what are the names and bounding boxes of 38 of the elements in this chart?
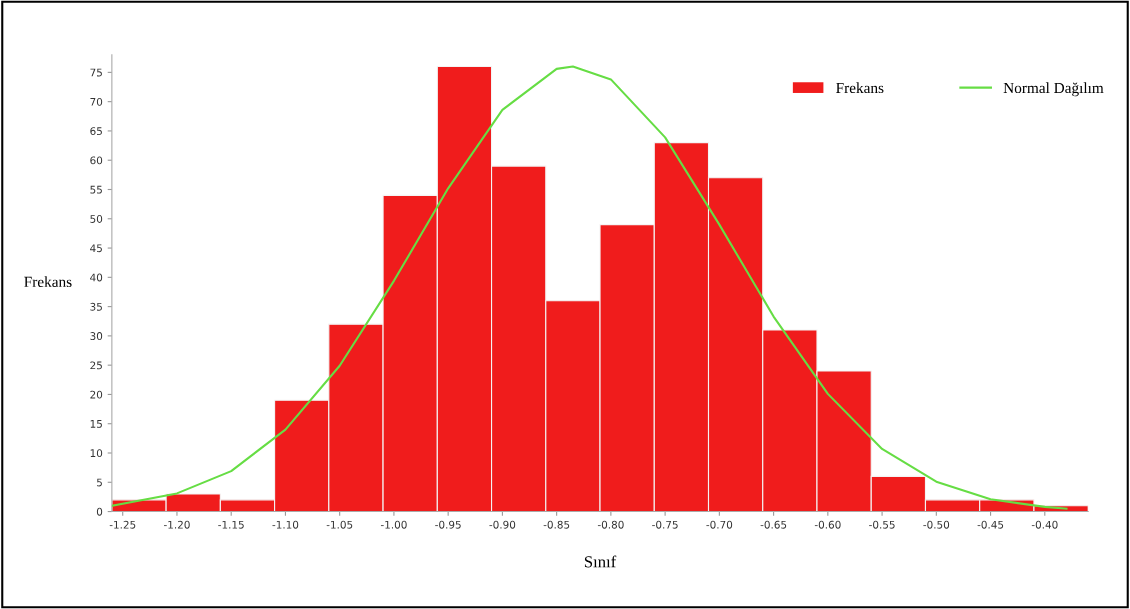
y-tick-label: 45 [90,244,102,253]
x-tick-label: -0.40 [1031,520,1058,529]
x-tick-label: -0.45 [977,520,1004,529]
x-tick-label: -1.00 [380,520,407,529]
x-tick-label: -1.25 [109,520,136,529]
y-tick-label: 40 [90,273,103,282]
x-tick-label: -0.90 [489,520,516,529]
x-tick-label: -0.60 [814,520,841,529]
y-tick-label: 10 [90,449,103,458]
y-tick-label: 60 [90,156,103,165]
x-tick-label: -0.75 [652,520,678,529]
y-tick-label: 30 [90,332,103,340]
y-tick-label: 55 [90,185,102,194]
y-tick-label: 50 [90,215,103,223]
y-axis-title: Frekans [24,276,72,288]
x-tick-label: -0.55 [869,520,895,529]
x-tick-label: -0.70 [706,520,733,529]
y-tick-label: 0 [96,507,103,516]
y-tick-label: 35 [90,302,102,311]
x-tick-label: -1.15 [218,520,244,529]
x-tick-label: -0.80 [597,520,624,529]
y-tick-label: 65 [90,127,102,136]
y-tick-label: 75 [90,68,102,77]
y-tick-label: 70 [90,97,103,106]
x-tick-label: -0.95 [435,520,461,529]
y-tick-label: 20 [90,390,103,399]
y-tick-label: 5 [97,478,102,487]
x-tick-label: -0.65 [760,520,787,529]
x-tick-label: -0.85 [543,520,570,529]
x-tick-label: -0.50 [923,520,950,529]
y-tick-label: 15 [90,420,102,428]
x-tick-label: -1.05 [326,520,353,529]
x-tick-label: -1.20 [163,520,190,529]
x-axis-title: Sınıf [584,555,617,568]
x-tick-label: -1.10 [272,520,299,529]
legend-label: Frekans [836,82,884,94]
legend-label: Normal Dağılım [1003,82,1104,97]
y-tick-label: 25 [90,361,102,370]
